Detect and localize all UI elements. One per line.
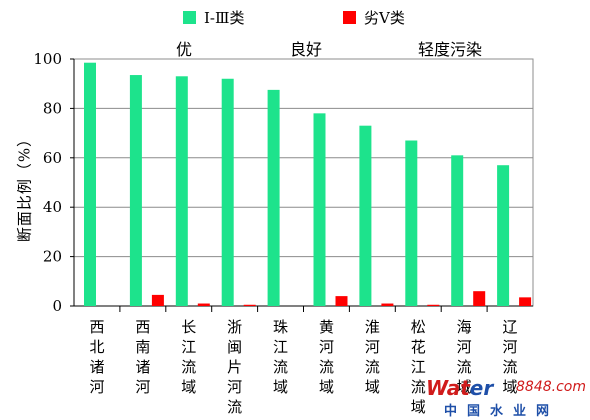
x-tick-label: 西北诸河 <box>89 318 104 396</box>
bar-I-Ⅲ类-黄河流域 <box>313 113 326 306</box>
bar-I-Ⅲ类-长江流域 <box>175 76 188 306</box>
y-axis-label: 断面比例（%） <box>15 130 34 243</box>
x-tick-label: 黄河流域 <box>319 318 334 396</box>
y-tick-label: 20 <box>43 248 62 266</box>
x-tick-label: 浙闽片河流 <box>227 318 242 416</box>
bar-I-Ⅲ类-珠江流域 <box>267 89 280 306</box>
band-label-excellent: 优 <box>176 40 193 59</box>
bar-I-Ⅲ类-辽河流域 <box>497 165 510 306</box>
legend-swatch-series1 <box>183 10 196 24</box>
legend-label-series2: 劣V类 <box>364 8 405 27</box>
plot-area-frame <box>73 58 534 307</box>
x-tick-label: 长江流域 <box>181 318 196 396</box>
y-tick-label: 40 <box>43 198 62 216</box>
bar-劣V类-西南诸河 <box>151 294 164 306</box>
x-tick-label: 海河流域 <box>457 318 472 396</box>
bar-I-Ⅲ类-松花江流域 <box>405 140 418 306</box>
legend-label-series1: I-Ⅲ类 <box>204 8 245 27</box>
band-label-light-pollution: 轻度污染 <box>418 40 483 59</box>
x-tick-label: 松花江流域 <box>411 318 426 416</box>
bar-I-Ⅲ类-淮河流域 <box>359 125 372 306</box>
legend-item-series1: I-Ⅲ类 <box>183 6 244 28</box>
bar-劣V类-长江流域 <box>197 303 210 306</box>
bar-劣V类-淮河流域 <box>381 303 394 306</box>
x-tick-label: 辽河流域 <box>503 318 518 396</box>
y-tick-label: 0 <box>52 297 62 315</box>
bar-I-Ⅲ类-西南诸河 <box>129 75 142 307</box>
legend-item-series2: 劣V类 <box>343 6 405 28</box>
y-tick-label: 100 <box>33 50 62 68</box>
legend-swatch-series2 <box>343 10 356 24</box>
bar-I-Ⅲ类-浙闽片河流 <box>221 78 234 306</box>
x-tick-label: 淮河流域 <box>365 318 380 396</box>
bar-劣V类-浙闽片河流 <box>243 304 256 306</box>
bar-劣V类-松花江流域 <box>427 304 440 306</box>
watermark-logo: Water 8848.com 中国水业网 <box>426 376 586 419</box>
y-tick-label: 80 <box>43 99 62 117</box>
band-label-good: 良好 <box>290 40 323 59</box>
y-tick-label: 60 <box>43 149 62 167</box>
bar-劣V类-黄河流域 <box>335 296 348 306</box>
x-tick-label: 西南诸河 <box>135 318 150 396</box>
bar-劣V类-海河流域 <box>473 291 486 306</box>
bar-劣V类-辽河流域 <box>519 297 532 306</box>
bar-I-Ⅲ类-西北诸河 <box>84 62 96 306</box>
x-tick-label: 珠江流域 <box>273 318 288 396</box>
bar-I-Ⅲ类-海河流域 <box>451 155 464 306</box>
